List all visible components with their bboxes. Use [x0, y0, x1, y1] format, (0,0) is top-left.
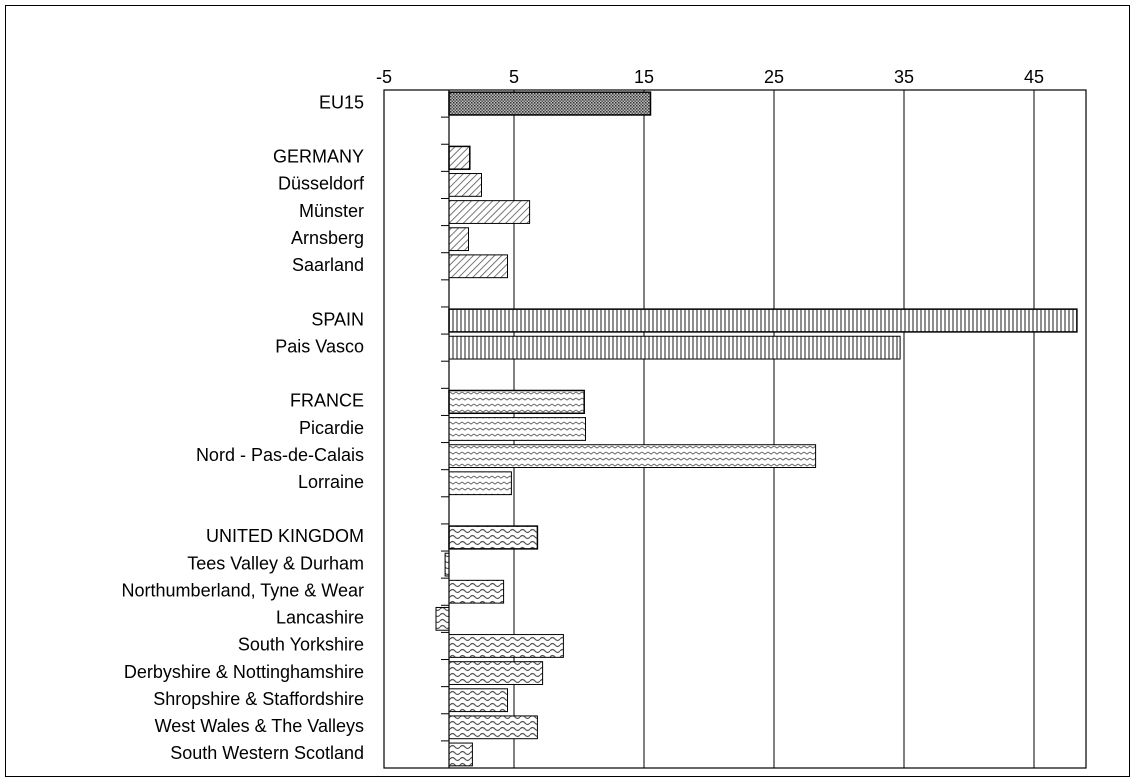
frame — [5, 5, 1130, 777]
bar — [448, 444, 817, 469]
y-tick-label: Shropshire & Staffordshire — [153, 689, 364, 709]
bar — [448, 335, 901, 360]
bar — [448, 145, 471, 170]
bar — [448, 254, 508, 279]
bar — [435, 606, 450, 631]
bar — [448, 417, 586, 441]
y-tick-label: Tees Valley & Durham — [187, 553, 364, 573]
y-tick-label: Arnsberg — [291, 228, 364, 248]
y-tick-label: South Western Scotland — [170, 743, 364, 763]
y-tick-label: FRANCE — [290, 391, 364, 411]
y-tick-label: Picardie — [299, 418, 364, 438]
y-tick-label: Düsseldorf — [278, 174, 365, 194]
y-tick-label: EU15 — [319, 92, 364, 112]
bar — [448, 715, 538, 740]
bar — [448, 91, 652, 116]
bar — [448, 661, 544, 685]
bar — [448, 742, 473, 767]
bar — [448, 688, 508, 713]
y-tick-label: Derbyshire & Nottinghamshire — [124, 662, 364, 682]
bar — [448, 200, 531, 224]
x-tick-label: 45 — [1024, 67, 1044, 87]
bar — [448, 227, 469, 252]
y-tick-label: UNITED KINGDOM — [206, 526, 364, 546]
bar — [448, 308, 1078, 333]
bar — [448, 471, 512, 496]
y-tick-label: South Yorkshire — [238, 635, 364, 655]
y-tick-label: Pais Vasco — [275, 336, 364, 356]
bar — [448, 389, 585, 415]
x-tick-label: 5 — [509, 67, 519, 87]
x-tick-label: 35 — [894, 67, 914, 87]
x-tick-label: 15 — [634, 67, 654, 87]
bar — [448, 579, 505, 604]
y-tick-label: SPAIN — [311, 309, 364, 329]
x-tick-label: -5 — [376, 67, 392, 87]
y-tick-label: Saarland — [292, 255, 364, 275]
y-tick-label: Lancashire — [276, 608, 364, 628]
y-tick-label: West Wales & The Valleys — [155, 716, 364, 736]
y-tick-label: Nord - Pas-de-Calais — [196, 445, 364, 465]
bar — [448, 634, 564, 658]
x-tick-label: 25 — [764, 67, 784, 87]
bar — [448, 525, 539, 550]
bar — [448, 173, 482, 197]
y-tick-label: Lorraine — [298, 472, 364, 492]
y-tick-label: GERMANY — [273, 147, 364, 167]
y-tick-label: Münster — [299, 201, 364, 221]
plot-area — [383, 89, 1087, 769]
y-tick-label: Northumberland, Tyne & Wear — [122, 580, 364, 600]
